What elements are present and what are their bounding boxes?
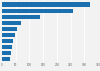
Bar xyxy=(2,2,90,7)
Bar xyxy=(2,33,15,37)
Bar xyxy=(2,57,10,61)
Bar xyxy=(2,51,11,55)
Bar xyxy=(2,27,17,31)
Bar xyxy=(2,15,40,19)
Bar xyxy=(2,9,73,13)
Bar xyxy=(2,45,12,49)
Bar xyxy=(2,21,22,25)
Bar xyxy=(2,39,13,43)
